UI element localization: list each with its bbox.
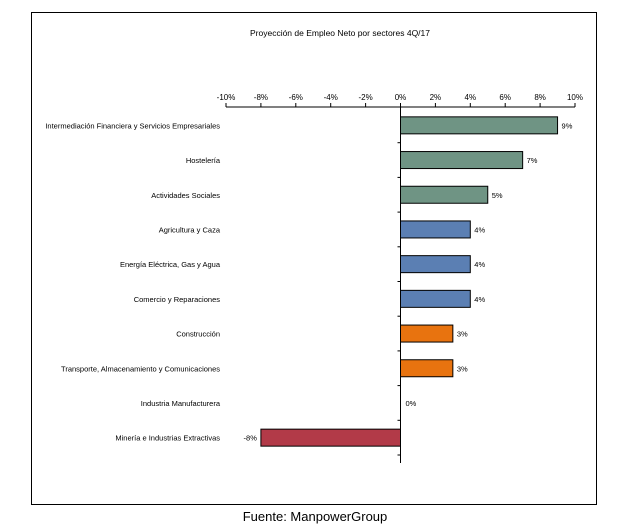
bar	[400, 116, 559, 135]
bar	[400, 220, 471, 239]
data-label: 3%	[457, 330, 468, 339]
bar	[400, 255, 471, 274]
bar	[400, 151, 524, 170]
x-tick-label: 10%	[567, 93, 583, 102]
category-label: Minería e Industrias Extractivas	[115, 434, 220, 443]
category-label: Energía Eléctrica, Gas y Agua	[120, 260, 221, 269]
category-label: Construcción	[176, 330, 220, 339]
category-label: Comercio y Reparaciones	[134, 295, 221, 304]
x-tick-label: -10%	[217, 93, 236, 102]
chart-frame	[31, 12, 597, 505]
bar	[400, 359, 454, 378]
x-tick-label: -8%	[254, 93, 268, 102]
category-label: Hostelería	[186, 156, 221, 165]
x-tick-label: 4%	[465, 93, 477, 102]
category-label: Transporte, Almacenamiento y Comunicacio…	[61, 364, 220, 373]
data-label: 9%	[562, 121, 573, 130]
data-labels: 9% 7% 5% 4% 4% 4% 3% 3% 0% -8%	[244, 121, 573, 442]
bar	[260, 428, 401, 447]
x-tick-label: -6%	[289, 93, 303, 102]
x-tick-label: -4%	[324, 93, 338, 102]
chart-title: Proyección de Empleo Neto por sectores 4…	[250, 28, 430, 38]
data-label: 0%	[406, 399, 417, 408]
data-label: 4%	[474, 295, 485, 304]
data-label: 4%	[474, 225, 485, 234]
category-labels: Intermediación Financiera y Servicios Em…	[45, 121, 220, 442]
source-caption: Fuente: ManpowerGroup	[242, 509, 388, 524]
bar	[400, 185, 489, 204]
x-tick-label: -2%	[358, 93, 372, 102]
bar	[400, 289, 471, 308]
x-tick-label: 8%	[534, 93, 546, 102]
category-label: Intermediación Financiera y Servicios Em…	[45, 121, 220, 130]
category-label: Agricultura y Caza	[159, 225, 221, 234]
bars	[260, 116, 559, 447]
data-label: 4%	[474, 260, 485, 269]
bar	[400, 324, 454, 343]
category-label: Industria Manufacturera	[141, 399, 221, 408]
data-label: -8%	[244, 434, 258, 443]
x-tick-label: 0%	[395, 93, 407, 102]
x-tick-label: 6%	[499, 93, 511, 102]
category-label: Actividades Sociales	[151, 191, 220, 200]
data-label: 3%	[457, 364, 468, 373]
data-label: 7%	[527, 156, 538, 165]
x-tick-label: 2%	[430, 93, 442, 102]
data-label: 5%	[492, 191, 503, 200]
x-axis: -10% -8% -6% -4% -2% 0% 2% 4% 6% 8% 10%	[217, 93, 583, 463]
